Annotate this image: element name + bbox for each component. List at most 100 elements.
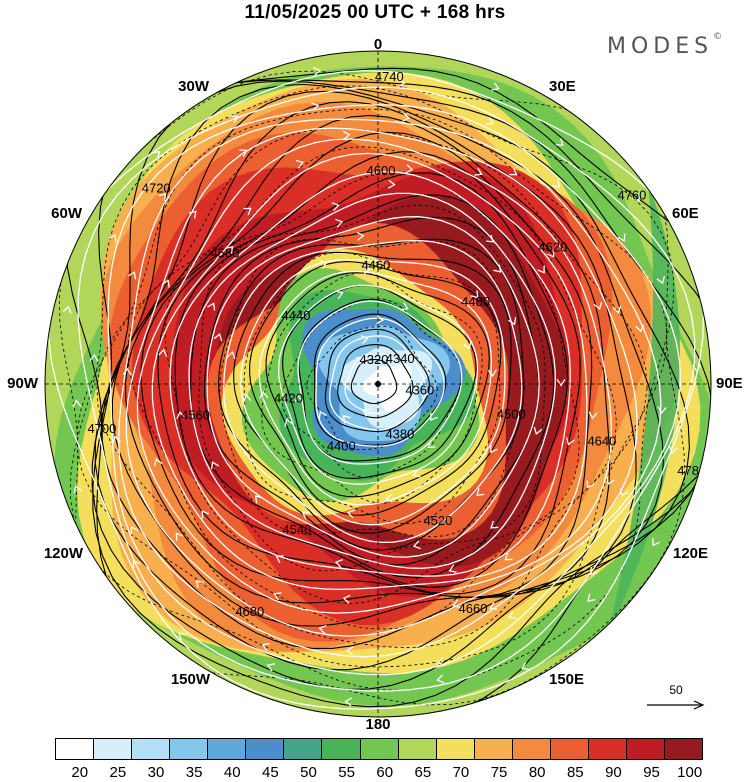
colorbar-tick-label: 45: [262, 764, 279, 781]
colorbar-tick-label: 40: [223, 764, 241, 781]
contour-label: 4620: [538, 240, 567, 255]
streamline-arrow-icon: [420, 390, 429, 400]
lon-label-30w: 30W: [178, 78, 209, 95]
colorbar-swatch: [360, 739, 399, 759]
streamline-arrow-icon: [490, 520, 499, 529]
wind-streamline: [47, 70, 705, 710]
streamline-arrow-icon: [345, 646, 354, 656]
streamline-arrow-icon: [537, 265, 545, 274]
streamline-arrow-icon: [230, 115, 239, 124]
streamline-arrow-icon: [158, 193, 167, 202]
streamline-arrow-icon: [504, 552, 513, 561]
wind-streamline: [258, 270, 493, 506]
field-band: [362, 363, 412, 412]
streamline-arrow-icon: [376, 315, 385, 325]
thickness-contour: [127, 146, 617, 630]
streamline-arrow-icon: [62, 305, 72, 314]
contour-label: 4780: [677, 463, 706, 478]
lon-label-60w: 60W: [51, 205, 82, 222]
streamline-arrow-icon: [72, 399, 82, 408]
contour-label: 4640: [587, 433, 616, 448]
streamline-arrow-icon: [108, 233, 117, 243]
colorbar-tick-label: 65: [414, 764, 432, 781]
colorbar-tick-label: 70: [452, 764, 470, 781]
streamline-arrow-icon: [657, 406, 667, 415]
streamline-arrow-icon: [207, 302, 216, 311]
streamline-arrow-icon: [403, 377, 413, 386]
streamline-arrow-icon: [632, 193, 640, 202]
colorbar-tick-label: 80: [528, 764, 546, 781]
streamline-arrow-icon: [259, 390, 269, 399]
streamline-arrow-icon: [319, 260, 328, 269]
streamline-arrow-icon: [226, 351, 236, 360]
contour-label: 4460: [361, 258, 390, 273]
colorbar: [55, 738, 703, 760]
streamline-arrow-icon: [606, 476, 615, 485]
streamline-arrow-icon: [619, 488, 629, 497]
colorbar-tick-label: 60: [376, 764, 394, 781]
contour-label: 4520: [423, 513, 452, 528]
streamline-arrow-icon: [335, 218, 344, 228]
streamline-arrow-icon: [384, 493, 393, 503]
contour-label: 4680: [235, 604, 264, 619]
colorbar-tick-label: 20: [71, 764, 89, 781]
streamline-arrow-icon: [448, 564, 457, 573]
streamline-arrow-icon: [436, 656, 446, 666]
streamline-arrow-icon: [533, 426, 543, 436]
streamline-arrow-icon: [89, 353, 99, 362]
height-contour: [313, 313, 447, 446]
height-contour: [324, 328, 430, 433]
lon-label-180: 180: [365, 716, 391, 733]
streamline-arrow-icon: [668, 445, 678, 455]
thickness-contour: [198, 204, 546, 572]
colorbar-swatch: [322, 739, 361, 759]
streamline-arrow-icon: [195, 580, 204, 589]
colorbar-tick-label: 100: [677, 764, 703, 781]
streamline-arrow-icon: [508, 610, 517, 619]
lon-label-120w: 120W: [43, 545, 83, 562]
streamline-arrow-icon: [412, 469, 421, 478]
streamline-arrow-icon: [485, 234, 495, 243]
streamline-arrow-icon: [612, 305, 622, 314]
streamline-arrow-icon: [225, 245, 234, 255]
streamline-arrow-icon: [213, 332, 223, 342]
streamline-arrow-icon: [691, 364, 702, 373]
height-contour: [125, 114, 611, 604]
colorbar-swatch: [474, 739, 513, 759]
streamline-arrow-icon: [476, 488, 485, 497]
streamline-arrow-icon: [360, 334, 369, 344]
wind-streamline: [240, 258, 506, 526]
wind-streamline: [277, 284, 479, 485]
streamline-arrow-icon: [310, 102, 320, 112]
height-contour: [233, 251, 512, 534]
lon-label-150w: 150W: [170, 671, 210, 688]
north-pole-marker: [375, 381, 381, 387]
streamline-arrow-icon: [356, 231, 365, 241]
streamline-arrow-icon: [335, 290, 344, 299]
streamline-arrow-icon: [122, 367, 132, 376]
streamline-arrow-icon: [555, 138, 564, 146]
streamline-arrow-icon: [254, 495, 263, 504]
colorbar-swatch: [436, 739, 475, 759]
streamline-arrow-icon: [521, 661, 530, 671]
streamline-arrow-icon: [355, 356, 365, 365]
streamline-arrow-icon: [318, 624, 327, 634]
lon-label-90e: 90E: [716, 375, 743, 392]
streamline-arrow-icon: [617, 233, 626, 242]
streamline-arrow-icon: [397, 78, 406, 88]
streamline-arrow-icon: [132, 560, 141, 569]
colorbar-swatch: [246, 739, 285, 759]
height-contour: [350, 359, 398, 405]
streamline-arrow-icon: [111, 435, 121, 444]
streamline-arrow-icon: [73, 485, 82, 494]
streamline-arrow-icon: [312, 66, 321, 76]
contour-label: 4340: [386, 351, 415, 366]
modes-logo: MODES©: [607, 32, 722, 59]
streamline-arrow-icon: [593, 301, 603, 310]
contour-label: 4600: [367, 163, 396, 178]
streamline-arrow-icon: [405, 164, 414, 174]
colorbar-tick-label: 50: [300, 764, 317, 781]
colorbar-tick-label: 25: [109, 764, 127, 781]
streamline-arrow-icon: [301, 511, 311, 520]
forecast-title: 11/05/2025 00 UTC + 168 hrs: [244, 2, 506, 23]
